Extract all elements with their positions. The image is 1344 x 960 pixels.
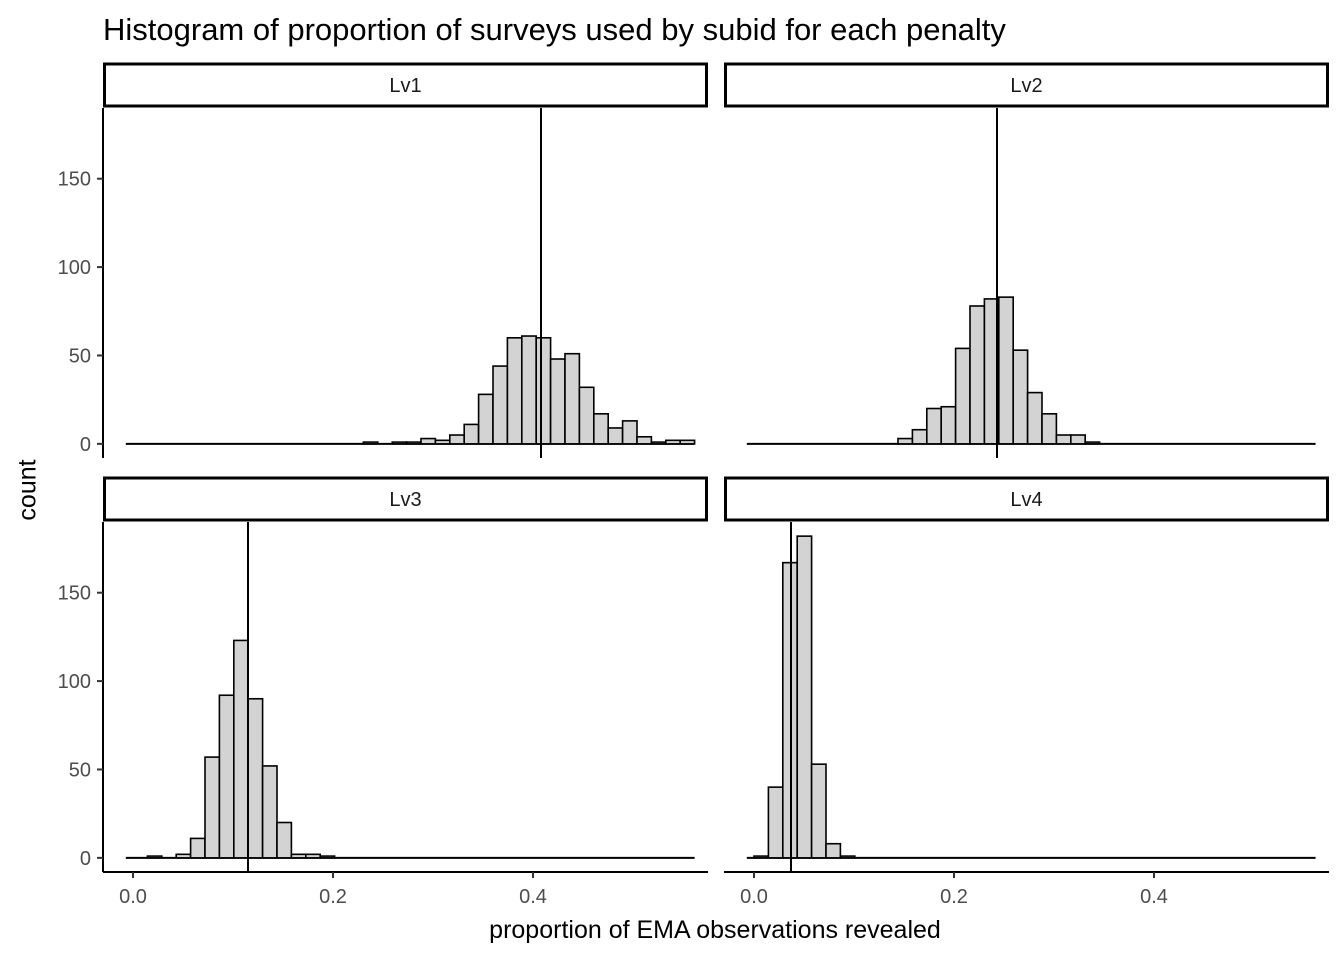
chart-title: Histogram of proportion of surveys used … <box>103 12 1006 47</box>
histogram-bar <box>997 296 1014 445</box>
histogram-bar <box>261 765 278 859</box>
x-axis-label: proportion of EMA observations revealed <box>489 916 941 944</box>
histogram-bar <box>796 535 813 859</box>
x-tick-label: 0.4 <box>1140 886 1168 908</box>
facet-strip <box>724 62 1329 108</box>
histogram-bar <box>925 407 942 445</box>
facet-label: Lv2 <box>1010 75 1042 97</box>
histogram-bar <box>477 393 494 445</box>
histogram-bar <box>247 697 264 859</box>
histogram-bar <box>276 821 293 859</box>
histogram-bar <box>621 420 638 445</box>
histogram-bar <box>940 405 957 445</box>
histogram-bar <box>753 855 770 859</box>
histogram-bar <box>825 842 842 859</box>
histogram-bar <box>175 853 192 859</box>
y-tick-label: 100 <box>58 671 91 693</box>
histogram-bar <box>535 336 552 445</box>
facet-label: Lv1 <box>389 75 421 97</box>
histogram-bar <box>189 837 206 859</box>
histogram-bar <box>405 441 422 445</box>
histogram-bar <box>290 853 307 859</box>
histogram-bar <box>767 786 784 859</box>
histogram-bar <box>592 413 609 445</box>
histogram-bar <box>1070 434 1087 445</box>
histogram-bar <box>304 853 321 859</box>
x-tick-label: 0.4 <box>519 886 547 908</box>
histogram-bar <box>564 352 581 445</box>
histogram-bar <box>233 639 250 859</box>
y-tick-label: 0 <box>80 848 91 870</box>
histogram-bar <box>506 336 523 445</box>
histogram-bar <box>549 358 566 445</box>
facet-strip <box>724 476 1329 522</box>
y-tick-label: 50 <box>69 759 91 781</box>
y-tick-label: 100 <box>58 257 91 279</box>
histogram-bar <box>897 437 914 445</box>
histogram-bar <box>463 423 480 445</box>
y-tick-label: 150 <box>58 583 91 605</box>
facet-label: Lv3 <box>389 489 421 511</box>
histogram-bar <box>607 427 624 445</box>
histogram-bar <box>520 335 537 445</box>
histogram-bar <box>969 305 986 445</box>
histogram-bar <box>911 428 928 445</box>
x-tick-label: 0.0 <box>119 886 147 908</box>
histogram-bar <box>636 435 653 445</box>
histogram-bar <box>218 694 235 859</box>
histogram-bar <box>1026 391 1043 445</box>
facet-strip <box>103 62 708 108</box>
y-tick-label: 50 <box>69 345 91 367</box>
histogram-bar <box>810 763 827 859</box>
x-tick-label: 0.2 <box>319 886 347 908</box>
y-tick-label: 150 <box>58 169 91 191</box>
histogram-bar <box>319 855 336 859</box>
histogram-bar <box>362 441 379 445</box>
histogram-bar <box>954 347 971 445</box>
histogram-bar <box>1041 413 1058 445</box>
facet-label: Lv4 <box>1010 489 1042 511</box>
histogram-bar <box>420 437 437 445</box>
x-tick-label: 0.2 <box>940 886 968 908</box>
facet-strip <box>103 476 708 522</box>
histogram-bar <box>1055 434 1072 445</box>
histogram-bar <box>839 855 856 859</box>
histogram-bar <box>679 439 696 445</box>
histogram-bar <box>578 386 595 445</box>
x-tick-label: 0.0 <box>740 886 768 908</box>
histogram-bar <box>1012 349 1029 445</box>
histogram-bar <box>204 756 221 859</box>
histogram-bar <box>146 855 163 859</box>
histogram-bar <box>650 441 667 445</box>
histogram-bar <box>1084 441 1101 445</box>
y-tick-label: 0 <box>80 434 91 456</box>
histogram-bar <box>391 441 408 445</box>
histogram-bar <box>448 434 465 445</box>
histogram-bar <box>492 365 509 445</box>
histogram-bar <box>434 439 451 445</box>
histogram-bar <box>664 439 681 445</box>
